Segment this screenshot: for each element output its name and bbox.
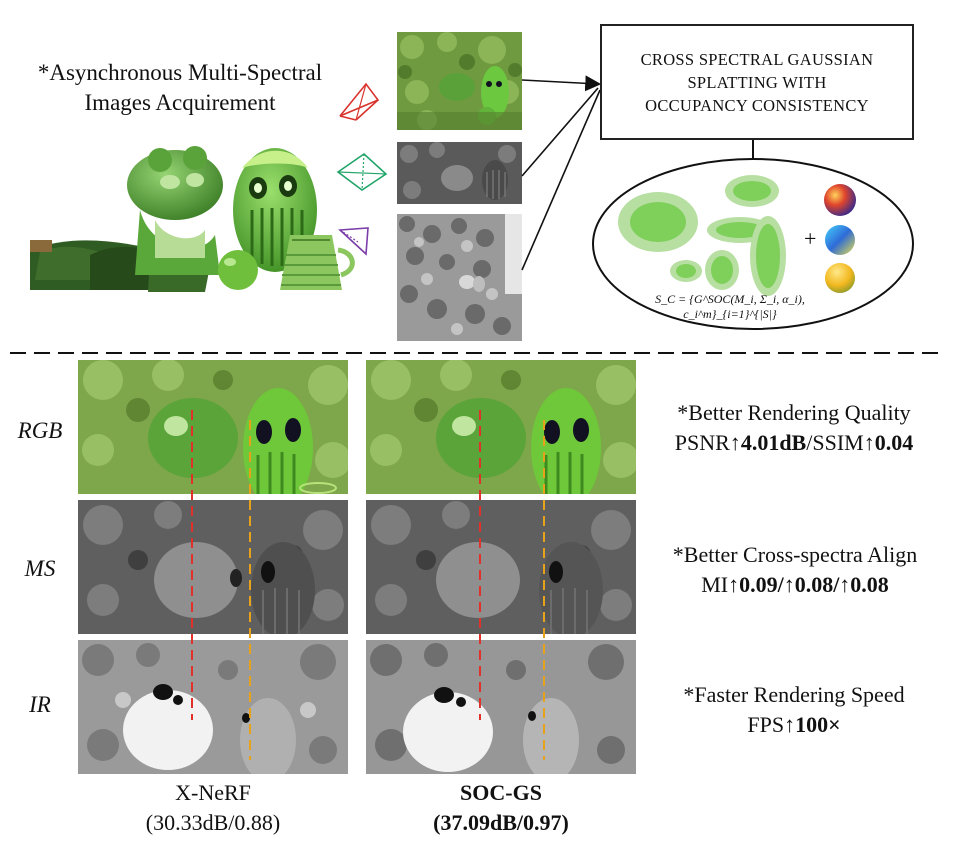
gaussian-diagram: + — [592, 158, 914, 330]
claim2-values: MI↑0.09/↑0.08/↑0.08 — [701, 572, 889, 597]
method-box-line2: SPLATTING WITH — [687, 72, 827, 92]
acquire-label: *Asynchronous Multi-Spectral Images Acqu… — [30, 58, 330, 118]
caption-xnerf-metrics: (30.33dB/0.88) — [145, 810, 281, 835]
method-box-line1: CROSS SPECTRAL GAUSSIAN — [640, 49, 874, 69]
alignment-guides — [191, 410, 545, 760]
camera-green-icon — [336, 152, 388, 191]
method-box: CROSS SPECTRAL GAUSSIAN SPLATTING WITH O… — [600, 24, 914, 140]
caption-socgs-name: SOC-GS — [460, 780, 542, 805]
toy-scene-image — [30, 146, 355, 292]
thumb-rgb-image — [397, 32, 522, 130]
acquire-label-line2: Images Acquirement — [84, 90, 276, 115]
xnerf-ir-image — [78, 640, 348, 774]
claim3-title: *Faster Rendering Speed — [683, 682, 905, 707]
camera-purple-icon — [338, 227, 369, 256]
claim-cross-spectra-align: *Better Cross-spectra Align MI↑0.09/↑0.0… — [640, 540, 950, 600]
thumb-ms-image — [397, 142, 522, 204]
claim2-title: *Better Cross-spectra Align — [672, 542, 918, 567]
gaussian-formula: S_C = {G^SOC(M_i, Σ_i, α_i), c_i^m}_{i=1… — [655, 292, 805, 321]
row-label-ms: MS — [24, 556, 56, 581]
connector-line — [752, 140, 754, 160]
caption-xnerf-name: X-NeRF — [175, 780, 251, 805]
camera-red-icon — [339, 82, 380, 121]
xnerf-ms-image — [78, 500, 348, 634]
claim1-values: PSNR↑4.01dB/SSIM↑0.04 — [674, 430, 914, 455]
xnerf-rgb-image — [78, 360, 348, 494]
method-box-line3: OCCUPANCY CONSISTENCY — [645, 95, 869, 115]
acquire-label-line1: *Asynchronous Multi-Spectral — [37, 60, 323, 85]
claim-rendering-speed: *Faster Rendering Speed FPS↑100× — [644, 680, 944, 740]
section-separator — [10, 352, 944, 354]
row-label-ir: IR — [29, 692, 51, 717]
claim1-title: *Better Rendering Quality — [677, 400, 911, 425]
row-label-rgb: RGB — [17, 418, 63, 443]
arrows-to-method — [521, 75, 602, 271]
caption-socgs-metrics: (37.09dB/0.97) — [433, 810, 569, 835]
caption-socgs: SOC-GS (37.09dB/0.97) — [366, 778, 636, 838]
thumb-ir-image — [397, 214, 522, 341]
caption-xnerf: X-NeRF (30.33dB/0.88) — [78, 778, 348, 838]
socgs-ir-image — [366, 640, 636, 774]
socgs-rgb-image — [366, 360, 636, 494]
claim3-values: FPS↑100× — [747, 712, 841, 737]
socgs-ms-image — [366, 500, 636, 634]
claim-rendering-quality: *Better Rendering Quality PSNR↑4.01dB/SS… — [644, 398, 944, 458]
plus-sign: + — [804, 226, 816, 251]
